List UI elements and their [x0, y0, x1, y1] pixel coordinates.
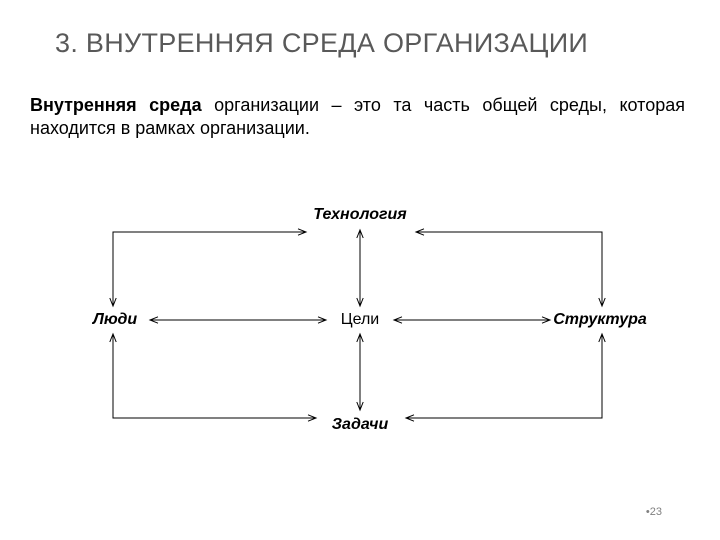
node-structure: Структура	[553, 311, 647, 329]
slide-title: 3. ВНУТРЕННЯЯ СРЕДА ОРГАНИЗАЦИИ	[55, 28, 655, 59]
node-goals: Цели	[341, 311, 379, 329]
slide: 3. ВНУТРЕННЯЯ СРЕДА ОРГАНИЗАЦИИ Внутренн…	[0, 0, 720, 540]
page-number-value: 23	[650, 506, 662, 518]
body-text: Внутренняя среда организации – это та ча…	[30, 94, 685, 140]
page-number: •23	[646, 506, 662, 518]
diagram-arrows	[0, 0, 720, 540]
node-tasks: Задачи	[332, 416, 388, 434]
node-people: Люди	[93, 311, 137, 329]
body-lead: Внутренняя среда	[30, 95, 202, 115]
node-technology: Технология	[313, 206, 406, 224]
